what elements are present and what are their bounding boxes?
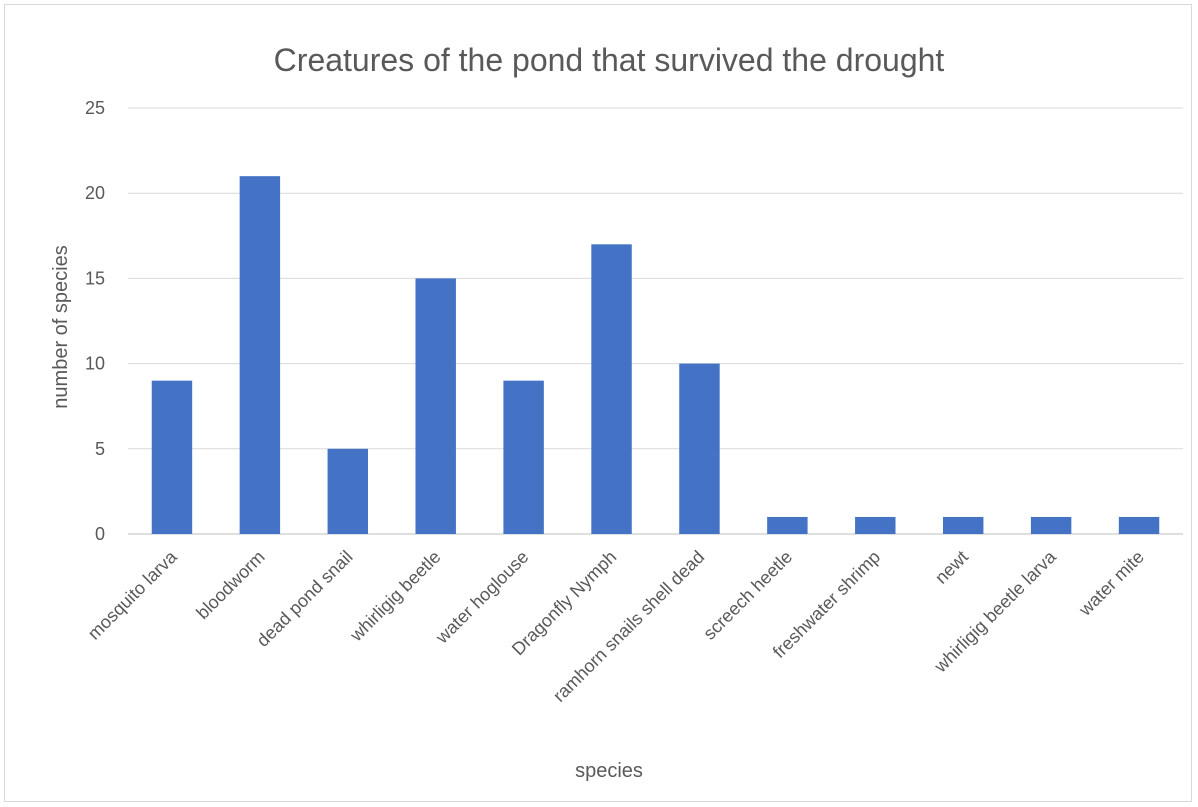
bar: [1030, 516, 1072, 534]
x-tick-label: mosquito larva: [84, 546, 182, 644]
bar: [239, 176, 281, 534]
x-tick-label: water hoglouse: [431, 547, 532, 648]
x-tick-label: screech heetle: [699, 547, 796, 644]
x-tick-label: dead pond snail: [253, 547, 357, 651]
gridlines: [128, 107, 1183, 535]
x-tick-label: ramhorn snails shell dead: [549, 547, 708, 706]
bar: [327, 448, 369, 534]
x-axis-title: species: [575, 760, 643, 782]
x-tick-label: whirligig beetle: [345, 547, 444, 646]
bar: [591, 244, 632, 534]
bar: [679, 363, 720, 534]
bars: [151, 176, 1160, 534]
chart-title: Creatures of the pond that survived the …: [274, 42, 945, 78]
x-tick-label: bloodworm: [192, 547, 268, 623]
bar: [855, 516, 896, 534]
y-tick-label: 0: [95, 524, 105, 544]
bar: [503, 380, 544, 534]
x-tick-label: newt: [931, 547, 972, 588]
y-tick-label: 15: [85, 268, 105, 288]
y-tick-label: 10: [85, 354, 105, 374]
bar: [1118, 516, 1160, 534]
chart-frame: Creatures of the pond that survived the …: [4, 4, 1192, 802]
bar: [415, 278, 456, 534]
bar: [767, 516, 808, 534]
bar-chart: Creatures of the pond that survived the …: [50, 42, 1183, 782]
y-tick-labels: 0 5 10 15 20 25: [85, 98, 105, 544]
y-tick-label: 20: [85, 183, 105, 203]
y-tick-label: 25: [85, 98, 105, 118]
bar: [942, 516, 984, 534]
y-tick-label: 5: [95, 439, 105, 459]
x-tick-label: water mite: [1074, 547, 1148, 621]
bar: [151, 380, 193, 534]
y-axis-title: number of species: [50, 245, 72, 408]
